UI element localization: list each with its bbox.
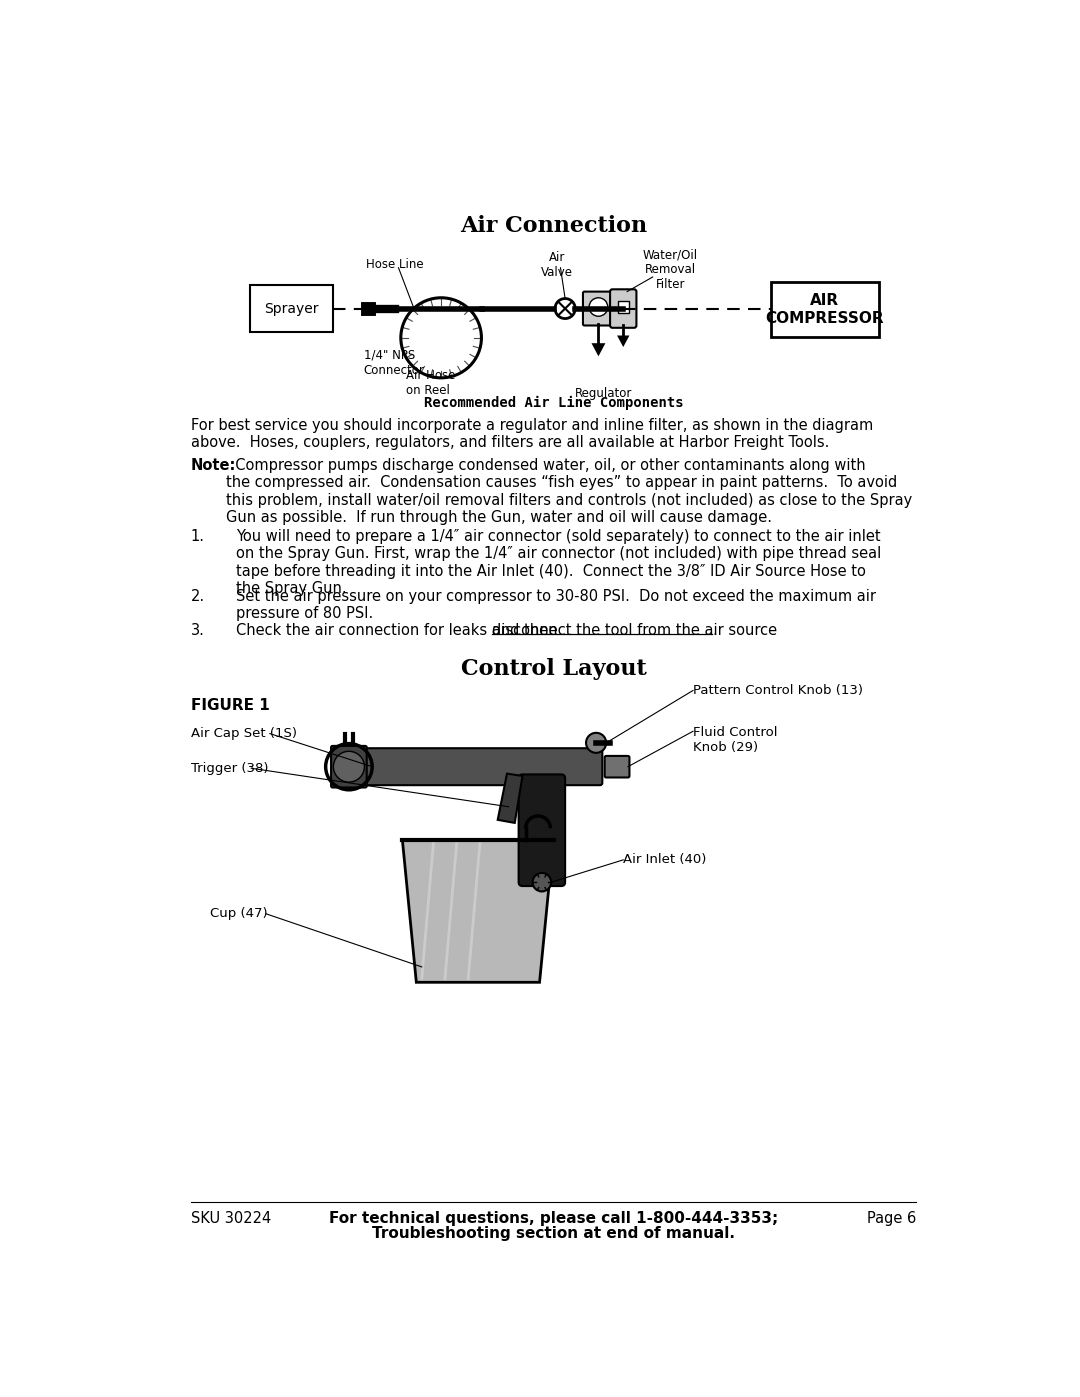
Polygon shape — [498, 774, 523, 823]
Text: Air Inlet (40): Air Inlet (40) — [623, 854, 706, 866]
FancyBboxPatch shape — [610, 289, 636, 328]
Text: 2.: 2. — [191, 588, 205, 604]
FancyBboxPatch shape — [357, 749, 603, 785]
Text: Water/Oil
Removal
Filter: Water/Oil Removal Filter — [643, 249, 698, 292]
Text: Cup (47): Cup (47) — [211, 907, 268, 921]
Text: .: . — [713, 623, 717, 637]
FancyBboxPatch shape — [332, 746, 367, 788]
Text: Hose Line: Hose Line — [366, 258, 423, 271]
Circle shape — [334, 752, 364, 782]
Text: For best service you should incorporate a regulator and inline filter, as shown : For best service you should incorporate … — [191, 418, 873, 450]
Text: Note:: Note: — [191, 458, 237, 474]
Circle shape — [586, 733, 606, 753]
Polygon shape — [617, 335, 630, 346]
FancyBboxPatch shape — [518, 774, 565, 886]
FancyBboxPatch shape — [583, 292, 613, 326]
Text: 1/4" NPS
Connector: 1/4" NPS Connector — [364, 349, 424, 377]
Circle shape — [555, 299, 576, 319]
Circle shape — [532, 873, 551, 891]
Bar — [249, 285, 334, 332]
Polygon shape — [592, 344, 606, 356]
Text: You will need to prepare a 1/4″ air connector (sold separately) to connect to th: You will need to prepare a 1/4″ air conn… — [235, 529, 881, 597]
Text: AIR
COMPRESSOR: AIR COMPRESSOR — [766, 293, 885, 326]
Polygon shape — [403, 840, 554, 982]
Text: Air
Valve: Air Valve — [541, 251, 573, 279]
Text: SKU 30224: SKU 30224 — [191, 1211, 271, 1227]
Text: 1.: 1. — [191, 529, 205, 543]
Text: disconnect the tool from the air source: disconnect the tool from the air source — [491, 623, 777, 637]
Text: Air Connection: Air Connection — [460, 215, 647, 237]
Text: Troubleshooting section at end of manual.: Troubleshooting section at end of manual… — [372, 1227, 735, 1242]
Text: Control Layout: Control Layout — [461, 658, 646, 680]
Text: Pattern Control Knob (13): Pattern Control Knob (13) — [693, 685, 863, 697]
Text: Page 6: Page 6 — [867, 1211, 916, 1227]
Text: Compressor pumps discharge condensed water, oil, or other contaminants along wit: Compressor pumps discharge condensed wat… — [227, 458, 913, 525]
Text: Sprayer: Sprayer — [265, 302, 319, 316]
Text: Set the air pressure on your compressor to 30-80 PSI.  Do not exceed the maximum: Set the air pressure on your compressor … — [235, 588, 876, 622]
Text: Air Hose
on Reel: Air Hose on Reel — [406, 369, 456, 397]
Text: Check the air connection for leaks and then: Check the air connection for leaks and t… — [235, 623, 562, 637]
Bar — [618, 300, 629, 313]
Circle shape — [590, 298, 608, 316]
Text: FIGURE 1: FIGURE 1 — [191, 698, 270, 714]
Text: Trigger (38): Trigger (38) — [191, 761, 268, 775]
Text: Recommended Air Line Components: Recommended Air Line Components — [423, 397, 684, 411]
FancyBboxPatch shape — [605, 756, 630, 778]
Text: Regulator: Regulator — [576, 387, 633, 400]
Bar — [770, 282, 879, 337]
Text: 3.: 3. — [191, 623, 205, 637]
Text: For technical questions, please call 1-800-444-3353;: For technical questions, please call 1-8… — [329, 1211, 778, 1227]
Text: Fluid Control
Knob (29): Fluid Control Knob (29) — [693, 726, 778, 754]
Text: Air Cap Set (1S): Air Cap Set (1S) — [191, 726, 297, 740]
